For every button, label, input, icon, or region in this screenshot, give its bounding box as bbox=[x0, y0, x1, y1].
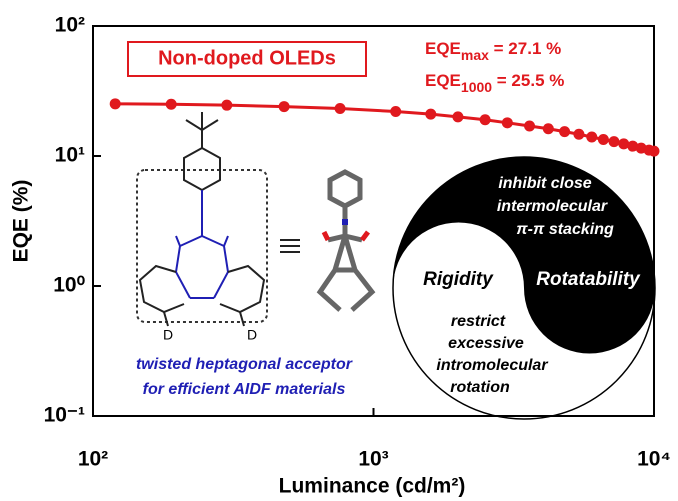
annotation: EQEmax = 27.1 % bbox=[425, 39, 561, 62]
data-point bbox=[390, 105, 402, 117]
data-point bbox=[479, 114, 491, 126]
yinyang-text: Rigidity bbox=[423, 269, 494, 290]
x-tick-label: 10³ bbox=[358, 448, 388, 471]
y-tick-label: 10⁻¹ bbox=[44, 404, 85, 427]
legend-box bbox=[127, 41, 367, 77]
x-tick-label: 10² bbox=[78, 448, 108, 471]
yinyang-text: rotation bbox=[450, 379, 510, 396]
data-point bbox=[586, 131, 598, 143]
data-point bbox=[221, 99, 233, 111]
atom-label: D bbox=[247, 327, 257, 343]
legend-label: Non-doped OLEDs bbox=[158, 47, 336, 69]
yinyang-text: restrict bbox=[451, 313, 506, 330]
yinyang-text: excessive bbox=[448, 335, 524, 352]
data-point bbox=[278, 101, 290, 113]
yinyang-text: inhibit close bbox=[498, 175, 591, 192]
data-point bbox=[597, 133, 609, 145]
yinyang-text: intromolecular bbox=[436, 357, 548, 374]
data-point bbox=[452, 111, 464, 123]
data-point bbox=[618, 138, 630, 150]
y-tick-label: 10⁰ bbox=[53, 274, 85, 297]
y-tick-label: 10¹ bbox=[55, 144, 85, 167]
caption: for efficient AIDF materials bbox=[143, 381, 346, 398]
annotation: EQE1000 = 25.5 % bbox=[425, 71, 564, 94]
yinyang-black bbox=[393, 157, 655, 354]
data-point bbox=[109, 98, 121, 110]
data-point bbox=[542, 123, 554, 135]
data-point bbox=[425, 108, 437, 120]
y-axis-label: EQE (%) bbox=[10, 180, 33, 263]
molecule bbox=[136, 112, 376, 327]
y-tick-label: 10² bbox=[55, 14, 85, 37]
series-line bbox=[115, 102, 655, 153]
caption: twisted heptagonal acceptor bbox=[136, 356, 353, 373]
yinyang-text: Rotatability bbox=[536, 269, 641, 290]
x-tick-label: 10⁴ bbox=[637, 448, 671, 471]
x-axis-label: Luminance (cd/m²) bbox=[279, 475, 466, 498]
data-point bbox=[501, 117, 513, 129]
data-point bbox=[559, 126, 571, 138]
data-point bbox=[627, 140, 639, 152]
yinyang-text: π-π stacking bbox=[516, 221, 614, 238]
data-point bbox=[608, 136, 620, 148]
data-point bbox=[334, 102, 346, 114]
atom-label: D bbox=[163, 327, 173, 343]
data-point bbox=[573, 128, 585, 140]
data-point bbox=[648, 145, 660, 157]
data-point bbox=[165, 98, 177, 110]
data-point bbox=[524, 120, 536, 132]
yinyang-text: intermolecular bbox=[497, 198, 608, 215]
